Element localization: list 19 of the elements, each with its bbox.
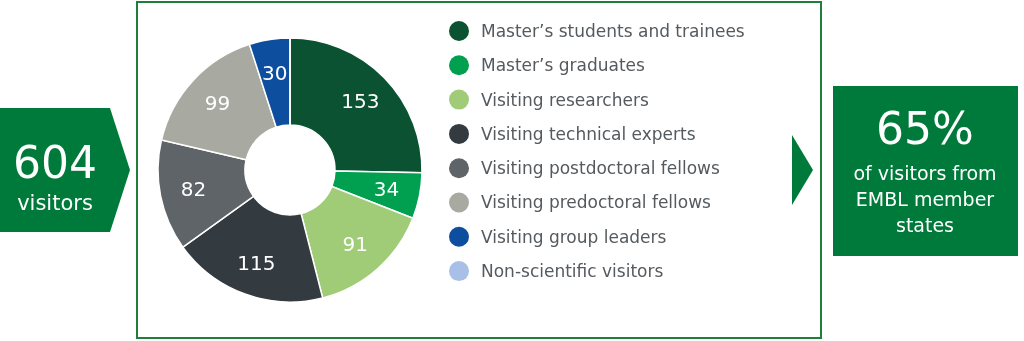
data-label: 30 [261, 60, 288, 85]
legend-label: Visiting predoctoral fellows [481, 192, 712, 213]
data-label: 153 [341, 89, 380, 114]
text: of visitors from EMBL member states [853, 162, 997, 236]
data-label: 99 [204, 91, 231, 116]
data-label: 34 [373, 177, 400, 202]
legend-label: Non-scientific visitors [481, 261, 664, 282]
legend-label: Master’s students and trainees [481, 20, 745, 41]
legend-label: Visiting postdoctoral fellows [481, 158, 720, 179]
data-label: 115 [237, 250, 276, 275]
data-label: 91 [342, 231, 368, 256]
legend-label: Visiting group leaders [481, 226, 667, 247]
legend-label: Master’s graduates [481, 55, 646, 76]
text: visitors [17, 191, 93, 215]
data-label: 82 [180, 177, 207, 202]
legend-label: Visiting researchers [481, 89, 649, 110]
text: 604 [13, 137, 97, 188]
text: 65% [876, 103, 974, 154]
legend-label: Visiting technical experts [481, 123, 696, 144]
